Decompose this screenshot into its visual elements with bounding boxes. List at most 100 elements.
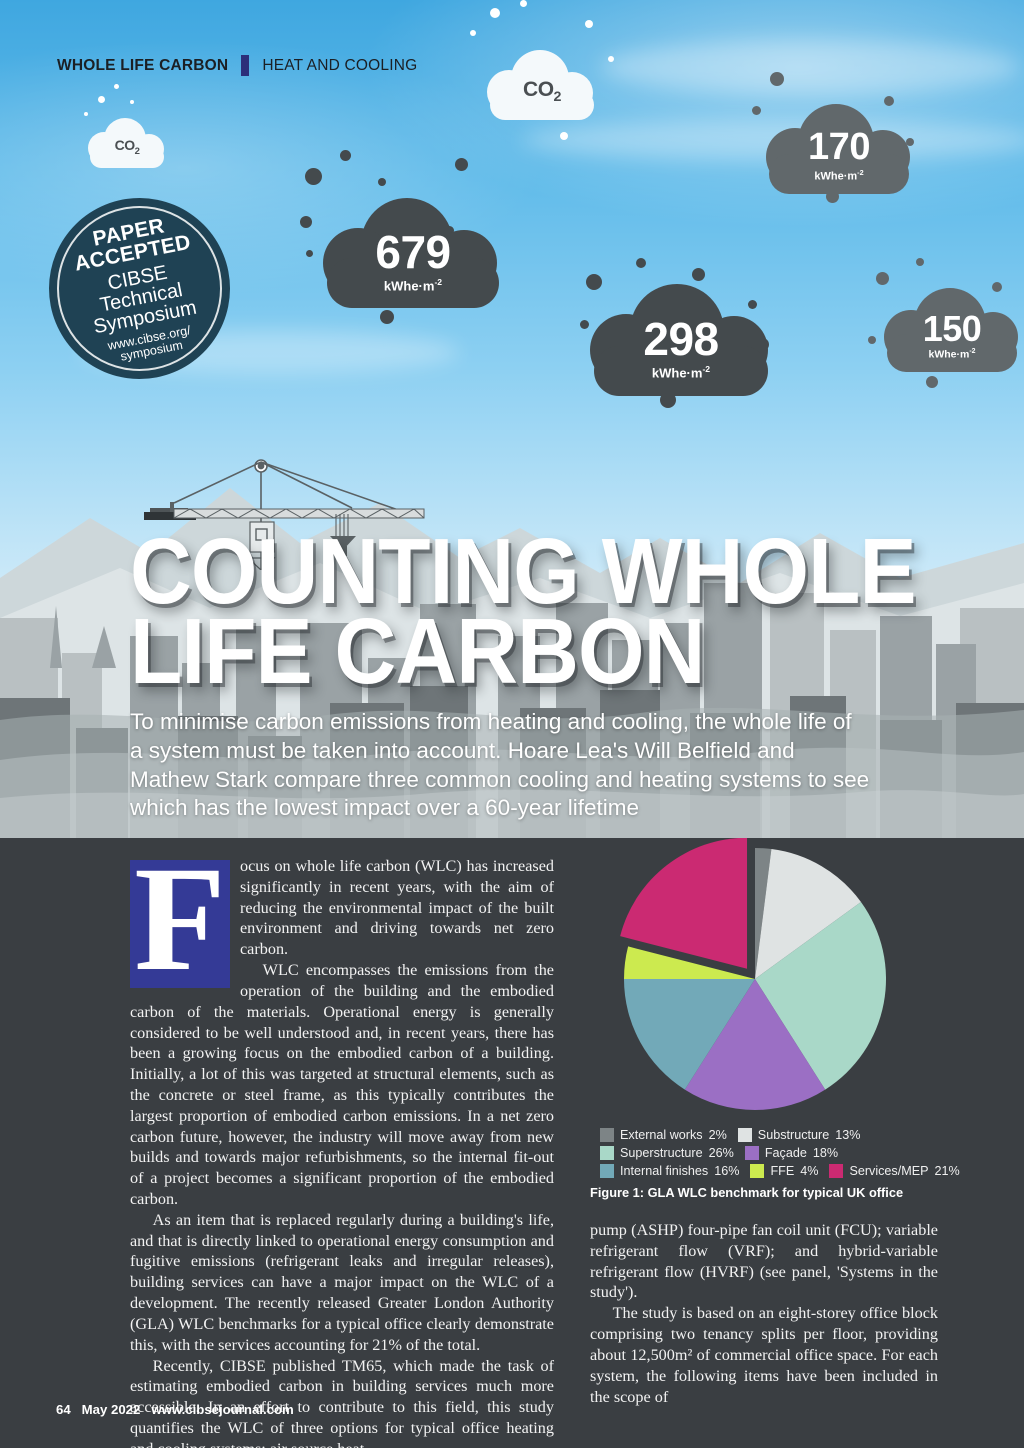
paragraph: The study is based on an eight-storey of… (590, 1304, 938, 1406)
kicker-divider (241, 55, 250, 76)
bubble-dot (455, 158, 468, 171)
cloud-value: 679 (375, 225, 451, 278)
bubble-dot (114, 84, 119, 89)
legend-row: Superstructure 26% Façade 18% (600, 1146, 945, 1160)
bubble-dot (770, 72, 784, 86)
bubble-dot (84, 112, 88, 116)
cloud-exponent: -2 (434, 276, 443, 287)
bubble-dot (876, 272, 889, 285)
legend-swatch (829, 1164, 844, 1178)
legend-swatch (737, 1128, 752, 1142)
pie-slice-superstructure (755, 902, 886, 1090)
cloud-kwh-298: 298 kWhe·m-2 (590, 284, 772, 398)
legend-value: 16% (714, 1164, 740, 1178)
pie-slice-substructure (755, 849, 861, 979)
legend-value: 26% (708, 1146, 734, 1160)
legend-value: 21% (934, 1164, 960, 1178)
chart-legend: External works 2% Substructure 13% Superstru… (600, 1128, 960, 1182)
legend-label: Superstructure (620, 1146, 703, 1160)
bubble-dot (585, 20, 593, 28)
cloud-sub: 2 (134, 146, 140, 158)
kicker-topic: HEAT AND COOLING (262, 56, 418, 74)
title-line-1: COUNTING WHOLE (130, 519, 917, 623)
city-skyline (0, 488, 1024, 838)
cloud-value: 170 (808, 125, 870, 168)
legend-item-ffe: FFE 4% (750, 1164, 818, 1178)
figure-1 (590, 838, 950, 1120)
legend-swatch (600, 1164, 614, 1178)
cloud-exponent: -2 (857, 167, 864, 177)
legend-label: Services/MEP (849, 1164, 929, 1178)
pie-slice-ffe (624, 946, 755, 979)
legend-value: 2% (708, 1128, 727, 1142)
bubble-dot (992, 282, 1002, 292)
bubble-dot (586, 274, 602, 290)
body-column-left: F ocus on whole life carbon (WLC) has in… (130, 856, 554, 1448)
legend-item-internal-finishes: Internal finishes 16% (600, 1164, 739, 1178)
pie-chart (612, 838, 912, 1120)
paragraph: ocus on whole life carbon (WLC) has incr… (240, 857, 554, 959)
standfirst: To minimise carbon emissions from heatin… (130, 709, 870, 821)
bubble-dot (490, 8, 500, 18)
hero-illustration: CO2 CO2 (0, 0, 1024, 838)
legend-swatch (750, 1164, 765, 1178)
bubble-dot (636, 258, 646, 268)
cloud-exponent: -2 (969, 348, 976, 356)
bubble-dot (916, 258, 924, 266)
pie-slice-fa-ade (684, 979, 826, 1110)
cloud-unit: kWhe·m (383, 278, 435, 294)
cloud-sub: 2 (553, 89, 562, 106)
legend-item-substructure: Substructure 13% (737, 1128, 861, 1142)
bubble-dot (868, 336, 876, 344)
legend-item-superstructure: Superstructure 26% (600, 1146, 734, 1160)
legend-item-external-works: External works 2% (600, 1128, 727, 1142)
page-footer: 64 May 2022 www.cibsejournal.com (56, 1402, 294, 1417)
legend-label: Internal finishes (620, 1164, 709, 1178)
issue-date: May 2022 (81, 1402, 141, 1417)
legend-label: Substructure (757, 1128, 830, 1142)
pie-slice-internal-finishes (624, 979, 755, 1090)
legend-value: 13% (835, 1128, 861, 1142)
kicker-section: WHOLE LIFE CARBON (57, 56, 229, 74)
legend-label: External works (620, 1128, 703, 1142)
paragraph: WLC encompasses the emissions from the o… (130, 961, 554, 1208)
legend-swatch (600, 1128, 614, 1142)
legend-value: 4% (800, 1164, 819, 1178)
figure-caption: Figure 1: GLA WLC benchmark for typical … (590, 1185, 904, 1200)
legend-swatch (744, 1146, 759, 1160)
bubble-dot (98, 96, 105, 103)
bubble-dot (692, 268, 705, 281)
cloud-unit: kWhe·m (814, 170, 858, 183)
bubble-dot (130, 100, 134, 104)
body-column-right: pump (ASHP) four-pipe fan coil unit (FCU… (590, 1220, 938, 1407)
article-body: F ocus on whole life carbon (WLC) has in… (0, 838, 1024, 1448)
bubble-dot (608, 56, 614, 62)
bubble-dot (306, 250, 313, 257)
title-line-2: LIFE CARBON (130, 598, 705, 703)
bubble-dot (580, 320, 589, 329)
pie-chart-svg (620, 838, 886, 1110)
cloud-kwh-170: 170 kWhe·m-2 (766, 104, 912, 196)
bubble-dot (926, 376, 938, 388)
bubble-dot (300, 216, 312, 228)
bubble-dot (305, 168, 322, 185)
bubble-dot (660, 392, 676, 408)
cloud-label: CO (114, 137, 136, 154)
legend-row: External works 2% Substructure 13% (600, 1128, 945, 1142)
legend-label: FFE (770, 1164, 795, 1178)
cloud-co2-large: CO2 (487, 50, 597, 122)
website-url[interactable]: www.cibsejournal.com (151, 1402, 294, 1417)
legend-value: 18% (812, 1146, 839, 1160)
pie-slice-services-mep (620, 838, 748, 969)
cloud-wisp (600, 40, 1020, 94)
cloud-exponent: -2 (702, 363, 711, 374)
bubble-dot (340, 150, 351, 161)
cloud-value: 298 (643, 312, 719, 365)
bubble-dot (748, 300, 757, 309)
breadcrumb: WHOLE LIFE CARBON HEAT AND COOLING (57, 55, 417, 76)
pie-slice-external-works (755, 848, 772, 979)
cloud-label: CO (523, 77, 554, 101)
cloud-unit: kWhe·m (651, 365, 703, 381)
legend-row: Internal finishes 16% FFE 4% Services/MEP 21% (600, 1164, 960, 1178)
bubble-dot (470, 30, 476, 36)
